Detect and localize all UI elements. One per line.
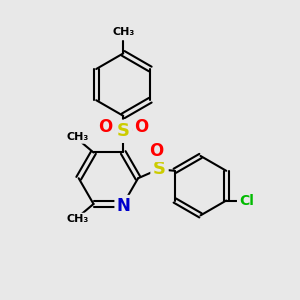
Text: S: S xyxy=(117,122,130,140)
Text: S: S xyxy=(153,160,166,178)
Text: O: O xyxy=(135,118,149,136)
Text: CH₃: CH₃ xyxy=(112,27,134,37)
Text: CH₃: CH₃ xyxy=(66,214,88,224)
Text: Cl: Cl xyxy=(239,194,254,208)
Text: O: O xyxy=(149,142,163,160)
Text: CH₃: CH₃ xyxy=(66,132,88,142)
Text: O: O xyxy=(98,118,112,136)
Text: N: N xyxy=(117,197,131,215)
